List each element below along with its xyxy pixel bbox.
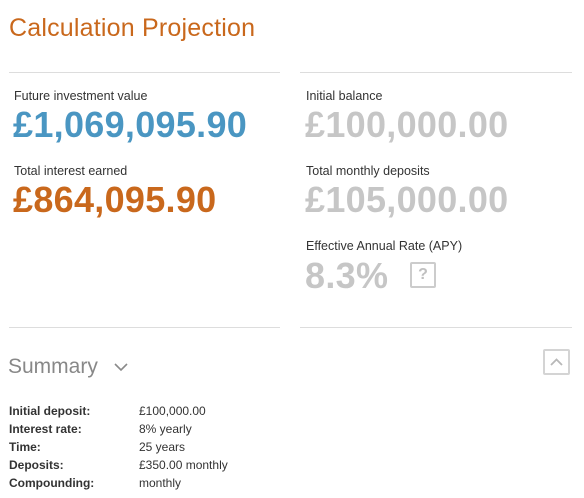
summary-title[interactable]: Summary xyxy=(8,355,98,378)
summary-key: Time: xyxy=(9,440,41,454)
apy-value: 8.3% xyxy=(305,255,389,296)
summary-key: Interest rate: xyxy=(9,422,82,436)
page-title: Calculation Projection xyxy=(9,14,256,42)
apy-label: Effective Annual Rate (APY) xyxy=(306,239,463,253)
future-value-amount: £1,069,095.90 xyxy=(13,104,248,145)
future-value-label: Future investment value xyxy=(14,89,148,103)
summary-key: Deposits: xyxy=(9,458,64,472)
divider-right-bottom xyxy=(300,327,572,328)
monthly-deposits-amount: £105,000.00 xyxy=(305,179,509,220)
divider-right-top xyxy=(300,72,572,73)
initial-balance-amount: £100,000.00 xyxy=(305,104,509,145)
divider-left-top xyxy=(9,72,280,73)
interest-earned-amount: £864,095.90 xyxy=(13,179,217,220)
initial-balance-label: Initial balance xyxy=(306,89,383,103)
summary-key: Compounding: xyxy=(9,476,95,490)
divider-left-bottom xyxy=(9,327,280,328)
monthly-deposits-label: Total monthly deposits xyxy=(306,164,430,178)
summary-value: 25 years xyxy=(139,440,186,454)
summary-key: Initial deposit: xyxy=(9,404,91,418)
question-icon[interactable]: ? xyxy=(410,262,436,288)
summary-value: £350.00 monthly xyxy=(139,458,228,472)
interest-earned-label: Total interest earned xyxy=(14,164,128,178)
summary-value: £100,000.00 xyxy=(139,404,206,418)
collapse-button[interactable] xyxy=(543,349,570,375)
chevron-down-icon[interactable] xyxy=(112,360,130,374)
summary-value: 8% yearly xyxy=(139,422,192,436)
chevron-up-icon xyxy=(550,358,563,366)
summary-value: monthly xyxy=(139,476,182,490)
